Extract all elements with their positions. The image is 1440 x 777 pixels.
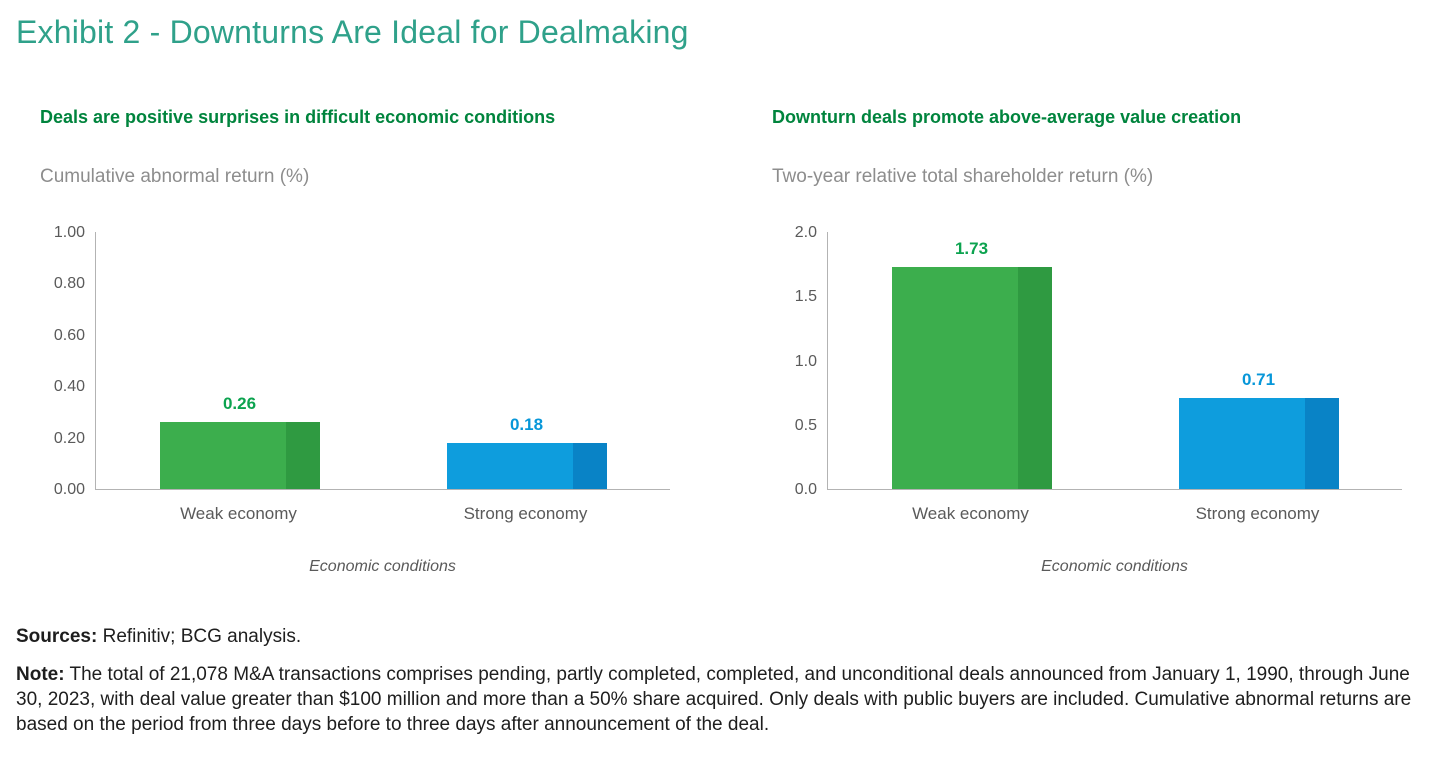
bar-shade	[1017, 267, 1052, 489]
y-axis-tick-label: 0.20	[53, 429, 85, 447]
category-label: Strong economy	[1195, 504, 1320, 523]
bar-strong-economy	[1178, 398, 1339, 489]
y-axis-tick-label: 1.0	[794, 352, 817, 370]
bar-weak-economy	[159, 422, 320, 489]
y-axis-tick-label: 0.5	[794, 416, 817, 434]
x-axis-categories: Weak economy Strong economy	[827, 504, 1402, 528]
charts-row: Deals are positive surprises in difficul…	[16, 107, 1424, 576]
sources-text: Refinitiv; BCG analysis.	[97, 626, 302, 647]
y-axis-tick-label: 1.5	[794, 288, 817, 306]
note-text: The total of 21,078 M&A transactions com…	[16, 664, 1412, 736]
plot-row: 2.0 1.5 1.0 0.5 0.0 1.73 0.71	[772, 224, 1424, 498]
plot-area: 1.73 0.71	[827, 232, 1402, 490]
y-axis-tick-label: 0.80	[53, 275, 85, 293]
category-label: Weak economy	[180, 504, 297, 523]
sources-line: Sources: Refinitiv; BCG analysis.	[16, 624, 1424, 649]
category-label: Strong economy	[463, 504, 588, 523]
bar-value-label: 0.18	[509, 415, 544, 434]
y-axis-tick-label: 0.60	[53, 326, 85, 344]
page-title: Exhibit 2 - Downturns Are Ideal for Deal…	[16, 14, 689, 50]
bar-weak-economy	[891, 267, 1052, 489]
note-label: Note:	[16, 664, 65, 686]
x-axis-categories: Weak economy Strong economy	[95, 504, 670, 528]
bar-shade	[285, 422, 320, 489]
y-axis-tick-label: 0.0	[794, 481, 817, 498]
y-axis-tick-label: 1.00	[53, 224, 85, 241]
x-axis-title: Economic conditions	[1041, 558, 1188, 575]
panel-heading: Downturn deals promote above-average val…	[772, 107, 1242, 127]
y-axis-title: Cumulative abnormal return (%)	[40, 166, 310, 187]
bar-shade	[1304, 398, 1339, 489]
note-line: Note: The total of 21,078 M&A transactio…	[16, 662, 1424, 737]
bar-strong-economy	[446, 443, 607, 489]
sources-label: Sources:	[16, 626, 98, 647]
bar-value-label: 1.73	[954, 239, 989, 258]
plot-area: 0.26 0.18	[95, 232, 670, 490]
chart-panel-shareholder-return: Downturn deals promote above-average val…	[772, 107, 1424, 576]
y-axis-tick-label: 0.00	[53, 481, 85, 498]
bar-shade	[572, 443, 607, 489]
category-label: Weak economy	[912, 504, 1029, 523]
plot-row: 1.00 0.80 0.60 0.40 0.20 0.00 0.26 0.18	[40, 224, 692, 498]
y-axis: 1.00 0.80 0.60 0.40 0.20 0.00	[40, 224, 95, 498]
y-axis-tick-label: 0.40	[53, 378, 85, 396]
y-axis: 2.0 1.5 1.0 0.5 0.0	[772, 224, 827, 498]
bar-value-label: 0.26	[222, 394, 257, 413]
exhibit-page: Exhibit 2 - Downturns Are Ideal for Deal…	[16, 14, 1424, 737]
bar-value-label: 0.71	[1241, 370, 1276, 389]
chart-panel-abnormal-return: Deals are positive surprises in difficul…	[40, 107, 692, 576]
x-axis-title: Economic conditions	[309, 558, 456, 575]
panel-heading: Deals are positive surprises in difficul…	[40, 107, 556, 127]
y-axis-title: Two-year relative total shareholder retu…	[772, 166, 1154, 187]
y-axis-tick-label: 2.0	[794, 224, 817, 241]
footer: Sources: Refinitiv; BCG analysis. Note: …	[16, 624, 1424, 737]
